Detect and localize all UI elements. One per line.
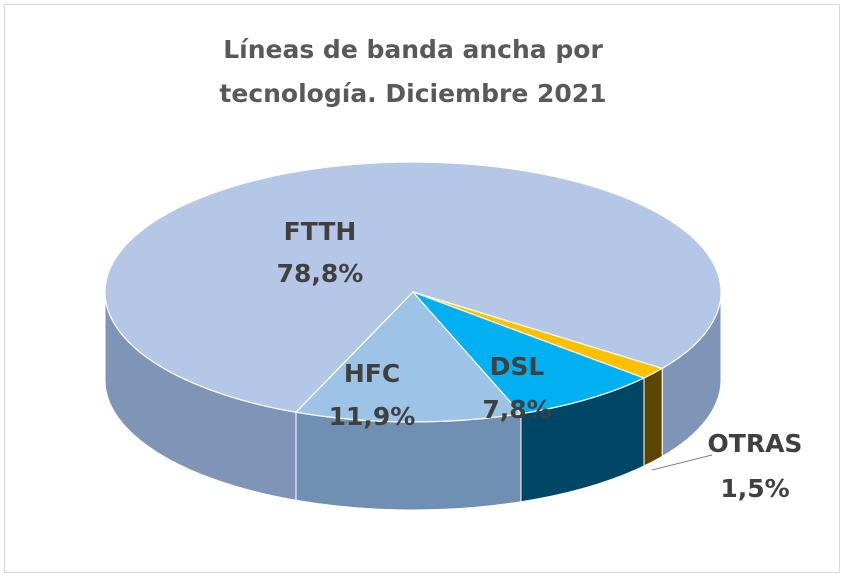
slice-label: OTRAS — [708, 429, 803, 458]
slice-value-label: 7,8% — [482, 395, 551, 424]
slice — [104, 161, 722, 413]
slice-value-label: 11,9% — [329, 402, 416, 431]
slice-label: HFC — [344, 359, 400, 388]
slice — [412, 291, 646, 415]
chart-title: Líneas de banda ancha por tecnología. Di… — [219, 35, 607, 108]
leader-line — [651, 454, 713, 471]
chart-frame — [4, 4, 840, 573]
slice — [412, 291, 664, 379]
slice-value-label: 78,8% — [277, 259, 364, 288]
slice-value-label: 1,5% — [720, 474, 789, 503]
slice-side — [643, 367, 663, 467]
slice-label: DSL — [490, 352, 545, 381]
slice-label: FTTH — [284, 217, 357, 246]
slice — [294, 291, 523, 423]
